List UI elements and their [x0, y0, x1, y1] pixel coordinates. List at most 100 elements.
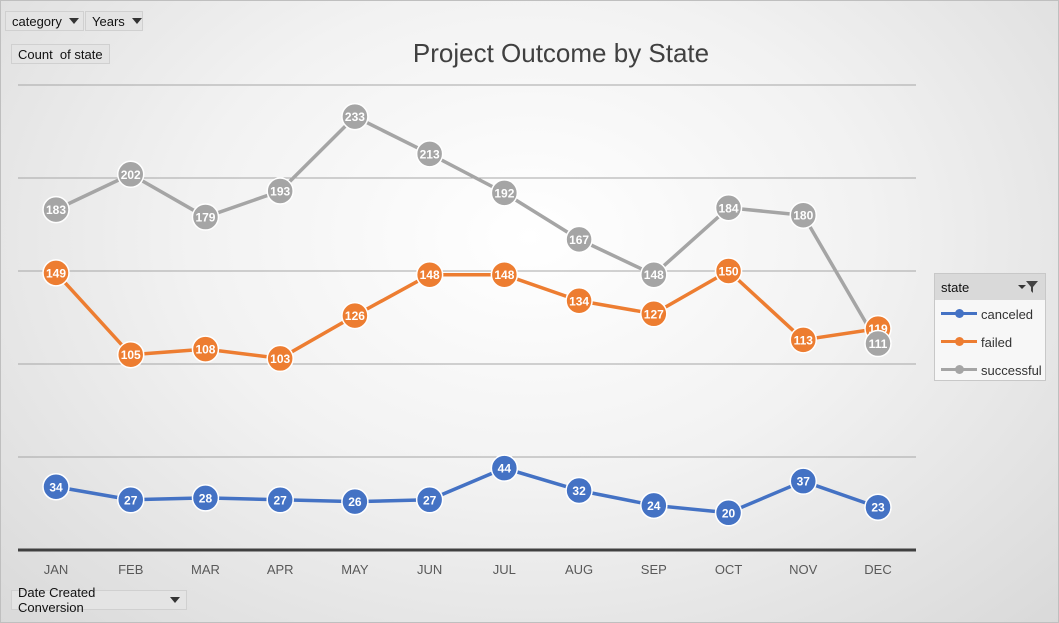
legend-item-successful[interactable]: successful: [935, 356, 1045, 384]
values-field-button[interactable]: Count of state: [11, 44, 110, 64]
legend-label-canceled: canceled: [981, 306, 1034, 322]
values-field-label: Count of state: [18, 46, 103, 62]
chart-title: Project Outcome by State: [412, 38, 710, 68]
legend-title: state: [941, 279, 970, 295]
data-point-canceled: [415, 486, 444, 514]
legend-dot-canceled: [955, 309, 964, 318]
data-label-failed: 127: [644, 307, 664, 321]
data-point-failed: [714, 257, 743, 285]
data-label-failed: 149: [46, 266, 66, 280]
data-point-canceled: [191, 484, 220, 512]
data-point-canceled: [490, 454, 519, 482]
legend-dot-successful: [955, 365, 964, 374]
data-point-failed: [640, 300, 668, 328]
data-label-canceled: 27: [124, 493, 138, 507]
x-tick-label: DEC: [864, 562, 891, 577]
chevron-down-icon: [170, 597, 180, 603]
data-point-failed: [490, 260, 519, 289]
data-label-canceled: 26: [348, 495, 362, 509]
data-label-failed: 108: [195, 343, 215, 357]
data-point-failed: [789, 326, 818, 354]
x-tick-label: APR: [267, 562, 294, 577]
data-label-failed: 103: [270, 352, 290, 366]
data-label-failed: 150: [719, 265, 739, 279]
data-point-successful: [266, 177, 294, 205]
data-label-failed: 148: [420, 268, 440, 282]
data-label-successful: 179: [195, 211, 215, 225]
date-axis-field-button[interactable]: Date Created Conversion: [11, 585, 187, 615]
data-point-successful: [415, 140, 444, 168]
data-point-successful: [640, 260, 668, 289]
data-point-failed: [565, 287, 593, 315]
x-tick-label: JUL: [493, 562, 516, 577]
data-point-canceled: [42, 473, 70, 501]
data-label-successful: 202: [121, 168, 141, 182]
data-point-canceled: [864, 493, 892, 521]
data-label-canceled: 34: [49, 480, 63, 494]
x-tick-label: MAR: [191, 562, 220, 577]
data-point-failed: [42, 259, 70, 287]
x-tick-label: JUN: [417, 562, 442, 577]
filter-icon[interactable]: [1017, 280, 1039, 294]
data-point-successful: [864, 329, 892, 358]
legend-swatch-failed: [941, 337, 977, 347]
data-label-canceled: 20: [722, 506, 736, 520]
legend-label-successful: successful: [981, 362, 1042, 378]
data-point-failed: [341, 301, 369, 330]
data-point-successful: [191, 203, 220, 231]
data-point-canceled: [714, 499, 743, 527]
data-label-canceled: 23: [871, 501, 885, 515]
legend-dot-failed: [955, 337, 964, 346]
data-label-failed: 126: [345, 309, 365, 323]
legend-item-failed[interactable]: failed: [935, 328, 1045, 356]
data-point-canceled: [116, 486, 145, 514]
chevron-down-icon: [131, 18, 142, 24]
chevron-down-icon: [68, 18, 79, 24]
x-tick-label: JAN: [44, 562, 69, 577]
legend-header: state: [935, 274, 1045, 300]
data-point-failed: [116, 340, 145, 369]
x-tick-label: SEP: [641, 562, 667, 577]
data-point-successful: [490, 179, 519, 207]
category-filter-button[interactable]: category: [5, 11, 84, 31]
data-label-successful: 233: [345, 110, 365, 124]
data-point-successful: [714, 194, 743, 222]
legend: state canceled failed successful: [934, 273, 1046, 381]
x-tick-label: NOV: [789, 562, 818, 577]
legend-swatch-successful: [941, 365, 977, 375]
legend-item-canceled[interactable]: canceled: [935, 300, 1045, 328]
data-label-successful: 180: [793, 209, 813, 223]
data-point-successful: [341, 102, 369, 131]
data-label-successful: 111: [869, 337, 888, 351]
data-label-successful: 192: [494, 186, 514, 200]
data-label-canceled: 24: [647, 499, 661, 513]
date-axis-field-label: Date Created Conversion: [18, 585, 96, 615]
x-tick-label: MAY: [341, 562, 369, 577]
data-point-canceled: [266, 486, 294, 514]
data-label-successful: 183: [46, 203, 66, 217]
data-label-canceled: 28: [199, 491, 213, 505]
legend-label-failed: failed: [981, 334, 1013, 350]
data-label-successful: 167: [569, 233, 589, 247]
data-point-canceled: [640, 491, 668, 520]
data-point-canceled: [565, 476, 593, 505]
data-label-canceled: 44: [498, 462, 512, 476]
series-line-successful: [55, 114, 880, 345]
data-label-canceled: 27: [423, 493, 437, 507]
data-label-failed: 105: [121, 348, 141, 362]
data-point-canceled: [341, 487, 369, 516]
data-point-successful: [42, 195, 70, 224]
category-filter-label: category: [12, 13, 62, 29]
data-point-successful: [116, 160, 145, 189]
legend-swatch-canceled: [941, 309, 977, 319]
data-label-canceled: 32: [572, 484, 586, 498]
data-point-canceled: [789, 467, 818, 495]
data-label-successful: 193: [270, 185, 290, 199]
data-point-successful: [789, 201, 818, 229]
years-filter-button[interactable]: Years: [85, 11, 143, 31]
x-tick-label: FEB: [118, 562, 143, 577]
data-label-failed: 113: [794, 333, 814, 347]
data-label-successful: 184: [719, 201, 739, 215]
years-filter-label: Years: [92, 13, 125, 29]
data-point-failed: [191, 335, 220, 363]
